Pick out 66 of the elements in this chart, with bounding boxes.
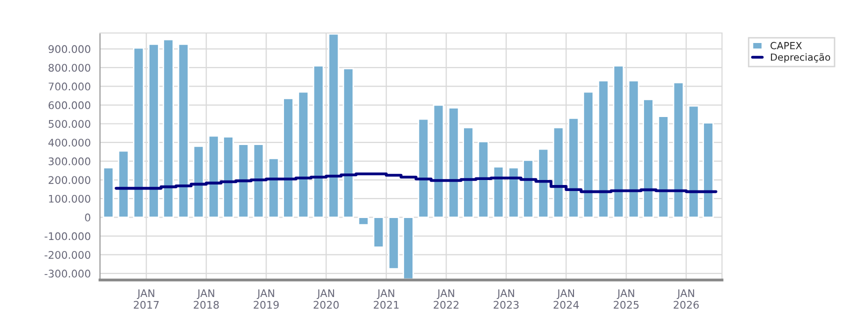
bar [298,91,309,218]
bar [642,98,654,218]
bar [402,216,414,280]
bar [252,144,264,218]
bar [372,216,384,248]
bar [418,118,430,218]
bar [628,80,640,218]
x-tick-label: JAN 2023 [494,289,519,309]
bar [222,136,234,218]
bar [568,117,580,218]
x-tick-label: JAN 2024 [554,289,579,309]
bar [148,44,160,218]
x-tick-label: JAN 2019 [254,289,279,309]
bar [192,146,204,218]
bar [462,126,474,218]
bar [688,105,700,218]
bar [448,107,460,218]
y-tick-label: 300.000 [48,157,90,166]
bar [342,68,354,218]
x-tick-label: JAN 2018 [194,289,219,309]
bar [522,160,534,218]
bar [598,80,610,218]
y-tick-label: 800.000 [48,64,90,72]
bar [132,47,144,218]
y-tick-label: 400.000 [48,138,90,147]
y-tick-label: -200.000 [44,250,90,259]
bar [508,167,520,218]
y-tick-label: -100.000 [44,232,90,240]
bar [208,135,220,218]
bar [238,144,250,218]
bar [162,38,174,218]
bar [552,126,564,218]
y-tick-label: -300.000 [44,270,90,278]
y-tick-label: 100.000 [49,194,90,203]
bar [358,216,370,226]
y-tick-label: 600.000 [48,101,90,110]
x-tick-label: JAN 2026 [674,289,699,309]
bar [102,167,114,218]
x-tick-label: JAN 2021 [374,289,399,309]
y-tick-label: 500.000 [48,120,90,128]
x-tick-label: JAN 2022 [434,289,458,309]
bar [432,104,444,218]
bar [388,216,400,270]
bar [582,91,594,218]
x-tick-label: JAN 2020 [314,289,339,309]
y-tick-label: 200.000 [48,176,90,184]
bar [538,148,549,218]
bar [658,116,669,218]
bar [178,44,190,218]
bar [492,166,504,218]
y-tick-label: 700.000 [48,82,90,90]
legend-label: CAPEX [770,42,802,50]
bar [702,122,714,218]
y-tick-label: 900.000 [48,45,90,54]
bar [478,140,489,218]
bar [118,150,130,218]
legend-label: Depreciação [770,53,830,63]
y-tick-label: 0 [85,214,90,222]
bar [312,65,324,218]
bar [282,98,294,218]
bar [268,158,280,218]
bar [612,65,624,218]
x-tick-label: JAN 2017 [134,289,159,309]
bar [672,82,684,218]
x-tick-label: JAN 2025 [614,289,639,309]
bar [328,33,340,218]
